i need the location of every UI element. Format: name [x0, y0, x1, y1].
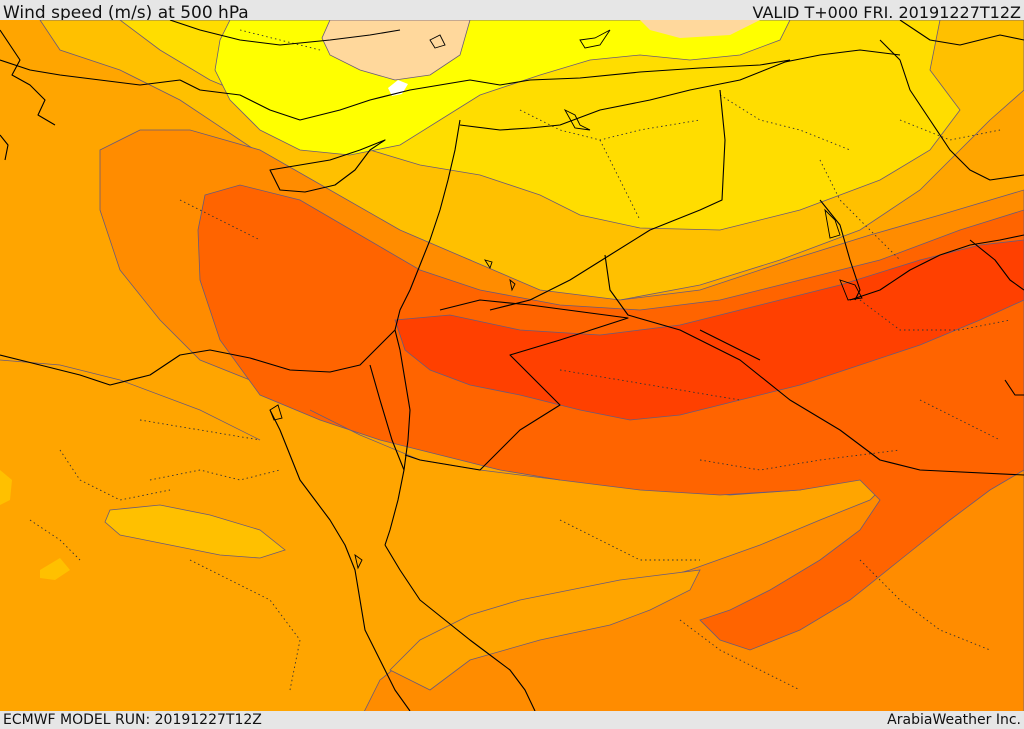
- wind-band-red-orange-n: [380, 300, 400, 330]
- wind-speed-map: [0, 20, 1024, 711]
- small-features: [269, 29, 863, 570]
- wind-band-peach: [321, 20, 471, 81]
- wind-band-light-orange-sw2: [40, 558, 70, 580]
- province-boundaries: [29, 29, 1011, 691]
- wind-band-light-orange-sw: [104, 504, 286, 559]
- model-run: ECMWF MODEL RUN: 20191227T12Z: [3, 712, 262, 728]
- wind-band-peach-ne: [640, 20, 760, 38]
- wind-contour: [0, 359, 261, 441]
- footer-bar: ECMWF MODEL RUN: 20191227T12Z ArabiaWeat…: [0, 711, 1024, 729]
- wind-band-light-orange-w: [0, 470, 12, 505]
- wind-band-orange-inner: [389, 569, 701, 691]
- header-bar: Wind speed (m/s) at 500 hPa VALID T+000 …: [0, 0, 1024, 23]
- credit-text: ArabiaWeather Inc.: [887, 712, 1021, 728]
- map-title: Wind speed (m/s) at 500 hPa: [3, 3, 249, 23]
- valid-time: VALID T+000 FRI. 20191227T12Z: [752, 3, 1021, 22]
- country-borders: [0, 20, 1024, 711]
